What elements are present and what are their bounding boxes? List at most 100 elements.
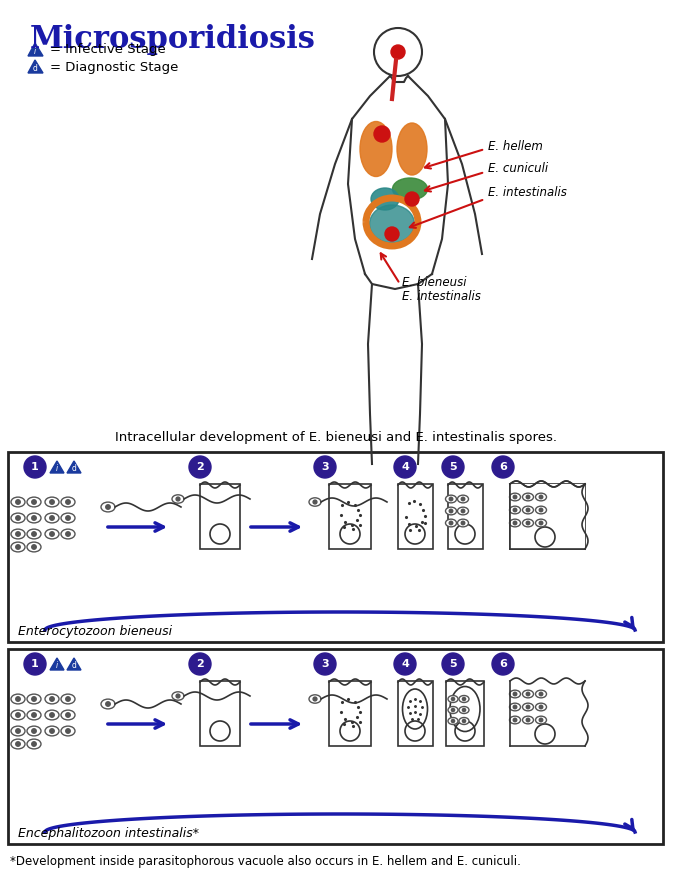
Circle shape [15, 697, 20, 701]
Circle shape [535, 527, 555, 547]
Ellipse shape [309, 695, 321, 703]
Circle shape [492, 653, 514, 675]
Circle shape [539, 495, 542, 498]
Circle shape [66, 697, 70, 701]
Text: 4: 4 [401, 659, 409, 669]
Ellipse shape [448, 706, 458, 714]
Text: E. intestinalis: E. intestinalis [488, 185, 567, 198]
Ellipse shape [27, 497, 41, 507]
Ellipse shape [458, 495, 468, 503]
Circle shape [513, 718, 517, 721]
Circle shape [50, 532, 55, 536]
Ellipse shape [446, 507, 456, 515]
Circle shape [450, 509, 453, 512]
Text: E. intestinalis: E. intestinalis [402, 289, 481, 303]
Ellipse shape [446, 519, 456, 527]
Ellipse shape [27, 529, 41, 539]
Circle shape [513, 692, 517, 696]
Circle shape [394, 456, 416, 478]
Circle shape [176, 497, 180, 501]
Text: Encephalitozoon intestinalis*: Encephalitozoon intestinalis* [18, 827, 199, 841]
Circle shape [539, 692, 542, 696]
Text: d: d [71, 464, 77, 473]
Ellipse shape [172, 691, 184, 700]
Circle shape [66, 500, 70, 505]
Circle shape [513, 706, 517, 709]
Ellipse shape [522, 519, 534, 527]
Circle shape [32, 713, 36, 717]
Text: Intracellular development of E. bieneusi and E. intestinalis spores.: Intracellular development of E. bieneusi… [115, 431, 557, 445]
Circle shape [15, 713, 20, 717]
Ellipse shape [509, 493, 520, 501]
Circle shape [455, 524, 475, 544]
Circle shape [450, 521, 453, 525]
Ellipse shape [392, 178, 427, 200]
Ellipse shape [536, 519, 546, 527]
Ellipse shape [309, 497, 321, 506]
Circle shape [15, 742, 20, 746]
Circle shape [189, 456, 211, 478]
Circle shape [50, 500, 55, 505]
Ellipse shape [536, 506, 546, 514]
Circle shape [314, 653, 336, 675]
Bar [510, 484, 585, 549]
Text: E. cuniculi: E. cuniculi [488, 162, 548, 176]
Text: i: i [56, 661, 58, 670]
Circle shape [340, 524, 360, 544]
Circle shape [210, 721, 230, 741]
Circle shape [394, 653, 416, 675]
Ellipse shape [522, 703, 534, 711]
Circle shape [314, 456, 336, 478]
Ellipse shape [509, 519, 520, 527]
Circle shape [32, 729, 36, 733]
Ellipse shape [45, 726, 59, 736]
Ellipse shape [397, 123, 427, 175]
Ellipse shape [509, 506, 520, 514]
Ellipse shape [522, 506, 534, 514]
Circle shape [176, 694, 180, 698]
Text: 5: 5 [449, 462, 457, 472]
Circle shape [450, 497, 453, 501]
Circle shape [405, 721, 425, 741]
Circle shape [32, 545, 36, 549]
Circle shape [405, 524, 425, 544]
Bar [200, 681, 240, 746]
Ellipse shape [371, 188, 399, 210]
Bar [510, 484, 585, 549]
Text: 5: 5 [449, 659, 457, 669]
Ellipse shape [101, 699, 115, 709]
Ellipse shape [172, 495, 184, 504]
Circle shape [24, 456, 46, 478]
Ellipse shape [45, 529, 59, 539]
Circle shape [539, 718, 542, 721]
Circle shape [462, 698, 466, 700]
Circle shape [50, 729, 55, 733]
Circle shape [32, 532, 36, 536]
Circle shape [66, 532, 70, 536]
Text: i: i [34, 47, 36, 56]
Ellipse shape [509, 716, 520, 724]
Bar [329, 484, 371, 549]
Bar [448, 484, 483, 549]
Text: 2: 2 [196, 462, 204, 472]
Text: 3: 3 [321, 659, 329, 669]
Circle shape [405, 192, 419, 206]
Text: 2: 2 [196, 659, 204, 669]
Text: 1: 1 [31, 462, 39, 472]
Text: d: d [32, 64, 38, 72]
Text: 1: 1 [31, 659, 39, 669]
Bar [8, 452, 663, 642]
Text: 4: 4 [401, 462, 409, 472]
Bar [329, 681, 371, 746]
Circle shape [15, 500, 20, 505]
Circle shape [50, 713, 55, 717]
Ellipse shape [11, 694, 25, 704]
Circle shape [210, 524, 230, 544]
Ellipse shape [27, 513, 41, 523]
Polygon shape [28, 60, 43, 73]
Circle shape [32, 500, 36, 505]
Circle shape [492, 456, 514, 478]
Circle shape [340, 721, 360, 741]
Circle shape [106, 505, 110, 509]
Circle shape [539, 521, 542, 525]
